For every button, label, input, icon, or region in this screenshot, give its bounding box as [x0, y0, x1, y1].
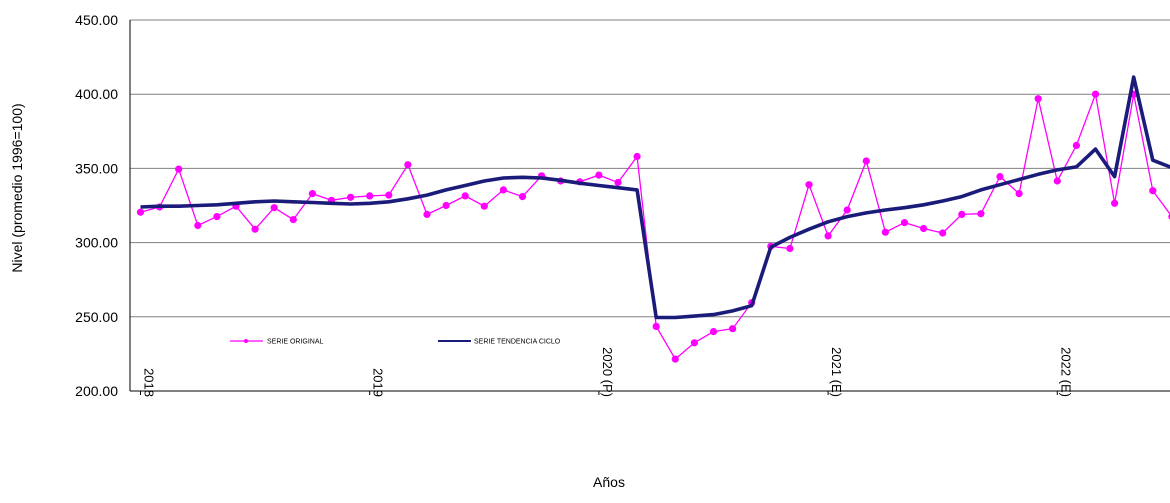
- y-axis-title: Nivel (promedio 1996=100): [9, 103, 25, 272]
- data-point-original: [996, 173, 1004, 181]
- data-point-original: [958, 210, 966, 218]
- data-point-original: [805, 181, 813, 189]
- data-point-original: [423, 210, 431, 218]
- data-point-original: [213, 213, 221, 221]
- y-tick-label: 250.00: [75, 309, 118, 325]
- data-point-original: [289, 216, 297, 224]
- data-point-original: [480, 202, 488, 210]
- data-point-original: [308, 190, 316, 198]
- data-point-original: [920, 224, 928, 233]
- x-tick-label: 2018: [142, 368, 157, 397]
- data-point-original: [385, 191, 393, 199]
- data-point-original: [939, 229, 947, 237]
- data-point-original: [1053, 177, 1061, 185]
- data-point-original: [595, 171, 603, 179]
- y-tick-label: 300.00: [75, 235, 118, 251]
- x-tick-label: 2021 (E): [829, 347, 844, 397]
- data-point-original: [499, 186, 507, 194]
- data-point-original: [881, 228, 890, 236]
- data-point-original: [518, 193, 527, 201]
- y-tick-label: 400.00: [75, 86, 118, 102]
- x-tick-label: 2022 (E): [1058, 347, 1073, 397]
- data-point-original: [1034, 95, 1042, 103]
- x-axis-ticks: 2018 2019 2020 (P) 2021 (E) 2022 (E): [140, 347, 1073, 397]
- data-point-original: [442, 201, 450, 210]
- data-point-original: [633, 152, 641, 161]
- data-point-original: [709, 328, 718, 336]
- x-tick-label: 2019: [371, 368, 386, 397]
- data-point-original: [366, 192, 374, 200]
- data-point-original: [977, 210, 985, 218]
- data-point-original: [824, 232, 832, 240]
- legend-label-trend: SERIE TENDENCIA CICLO: [474, 339, 561, 346]
- legend-marker-original: [244, 339, 248, 343]
- y-tick-label: 350.00: [75, 160, 118, 176]
- gridlines: [129, 19, 1170, 392]
- legend-item-trend: SERIE TENDENCIA CICLO: [438, 339, 561, 346]
- data-point-original: [1015, 190, 1023, 198]
- data-point-original: [347, 193, 355, 201]
- series-line-trend: [140, 75, 1170, 320]
- legend-item-original: SERIE ORIGINAL: [230, 339, 324, 346]
- data-point-original: [900, 219, 909, 227]
- data-point-original: [690, 339, 699, 347]
- y-tick-label: 200.00: [75, 383, 118, 399]
- data-point-original: [1149, 187, 1157, 195]
- data-point-original: [251, 225, 259, 233]
- x-tick-label: 2020 (P): [600, 347, 615, 397]
- data-point-original: [843, 206, 851, 214]
- data-point-original: [404, 161, 412, 169]
- data-point-original: [1091, 90, 1100, 98]
- y-tick-label: 450.00: [75, 12, 118, 28]
- series-line-original: [140, 91, 1170, 361]
- y-axis-ticks: 450.00 400.00 350.00 300.00 250.00 200.00: [75, 12, 118, 399]
- data-point-original: [136, 208, 145, 216]
- data-point-original: [270, 204, 278, 212]
- data-point-original: [461, 192, 469, 200]
- data-point-original: [1072, 141, 1080, 149]
- data-point-original: [652, 322, 660, 330]
- data-point-original: [194, 221, 202, 230]
- data-point-original: [786, 244, 794, 253]
- data-point-original: [729, 325, 737, 333]
- data-point-original: [175, 165, 183, 173]
- data-point-original: [671, 355, 679, 363]
- series-lines: [136, 75, 1170, 363]
- data-point-original: [1111, 199, 1119, 207]
- legend-label-original: SERIE ORIGINAL: [267, 339, 324, 346]
- data-point-original: [862, 157, 870, 165]
- x-axis-title: Años: [593, 474, 625, 490]
- data-point-original: [614, 178, 622, 187]
- legend: SERIE ORIGINAL SERIE TENDENCIA CICLO: [230, 339, 561, 346]
